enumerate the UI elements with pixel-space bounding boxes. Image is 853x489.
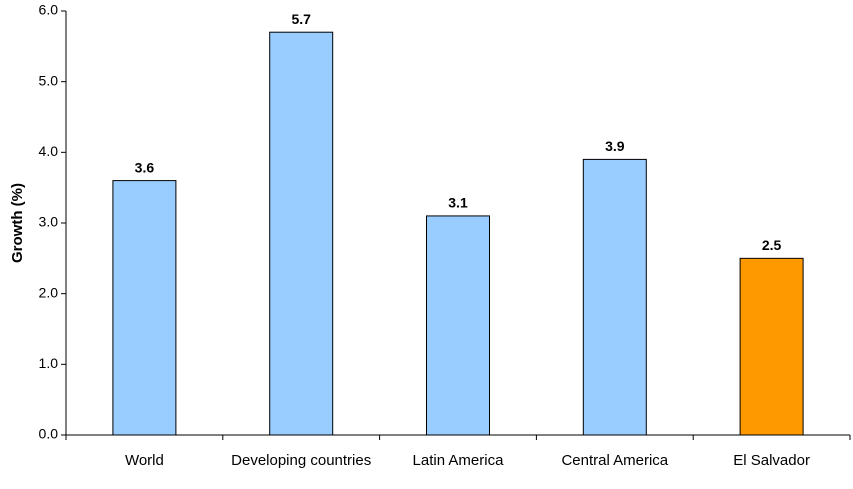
x-tick-label: El Salvador	[733, 452, 810, 469]
x-tick-label: Developing countries	[231, 452, 372, 469]
x-tick-label: World	[124, 452, 164, 469]
y-tick-label: 2.0	[39, 284, 59, 300]
bar	[426, 215, 490, 436]
y-tick-label: 6.0	[39, 2, 59, 18]
bar	[739, 257, 804, 436]
y-tick-label: 5.0	[39, 72, 59, 88]
y-tick-label: 4.0	[39, 143, 59, 159]
y-tick-label: 3.0	[39, 214, 59, 230]
bar	[112, 180, 177, 436]
value-label: 3.1	[448, 195, 468, 211]
value-label: 5.7	[291, 11, 311, 27]
value-label: 3.6	[135, 159, 155, 175]
y-axis-label: Growth (%)	[9, 183, 26, 263]
y-tick-label: 1.0	[39, 355, 59, 371]
x-tick-label: Central America	[561, 452, 669, 469]
value-label: 3.9	[605, 138, 625, 154]
x-tick-label: Latin America	[412, 452, 504, 469]
y-tick-label: 0.0	[39, 426, 59, 442]
value-label: 2.5	[762, 237, 782, 253]
bar	[269, 31, 334, 436]
bar	[582, 158, 647, 436]
